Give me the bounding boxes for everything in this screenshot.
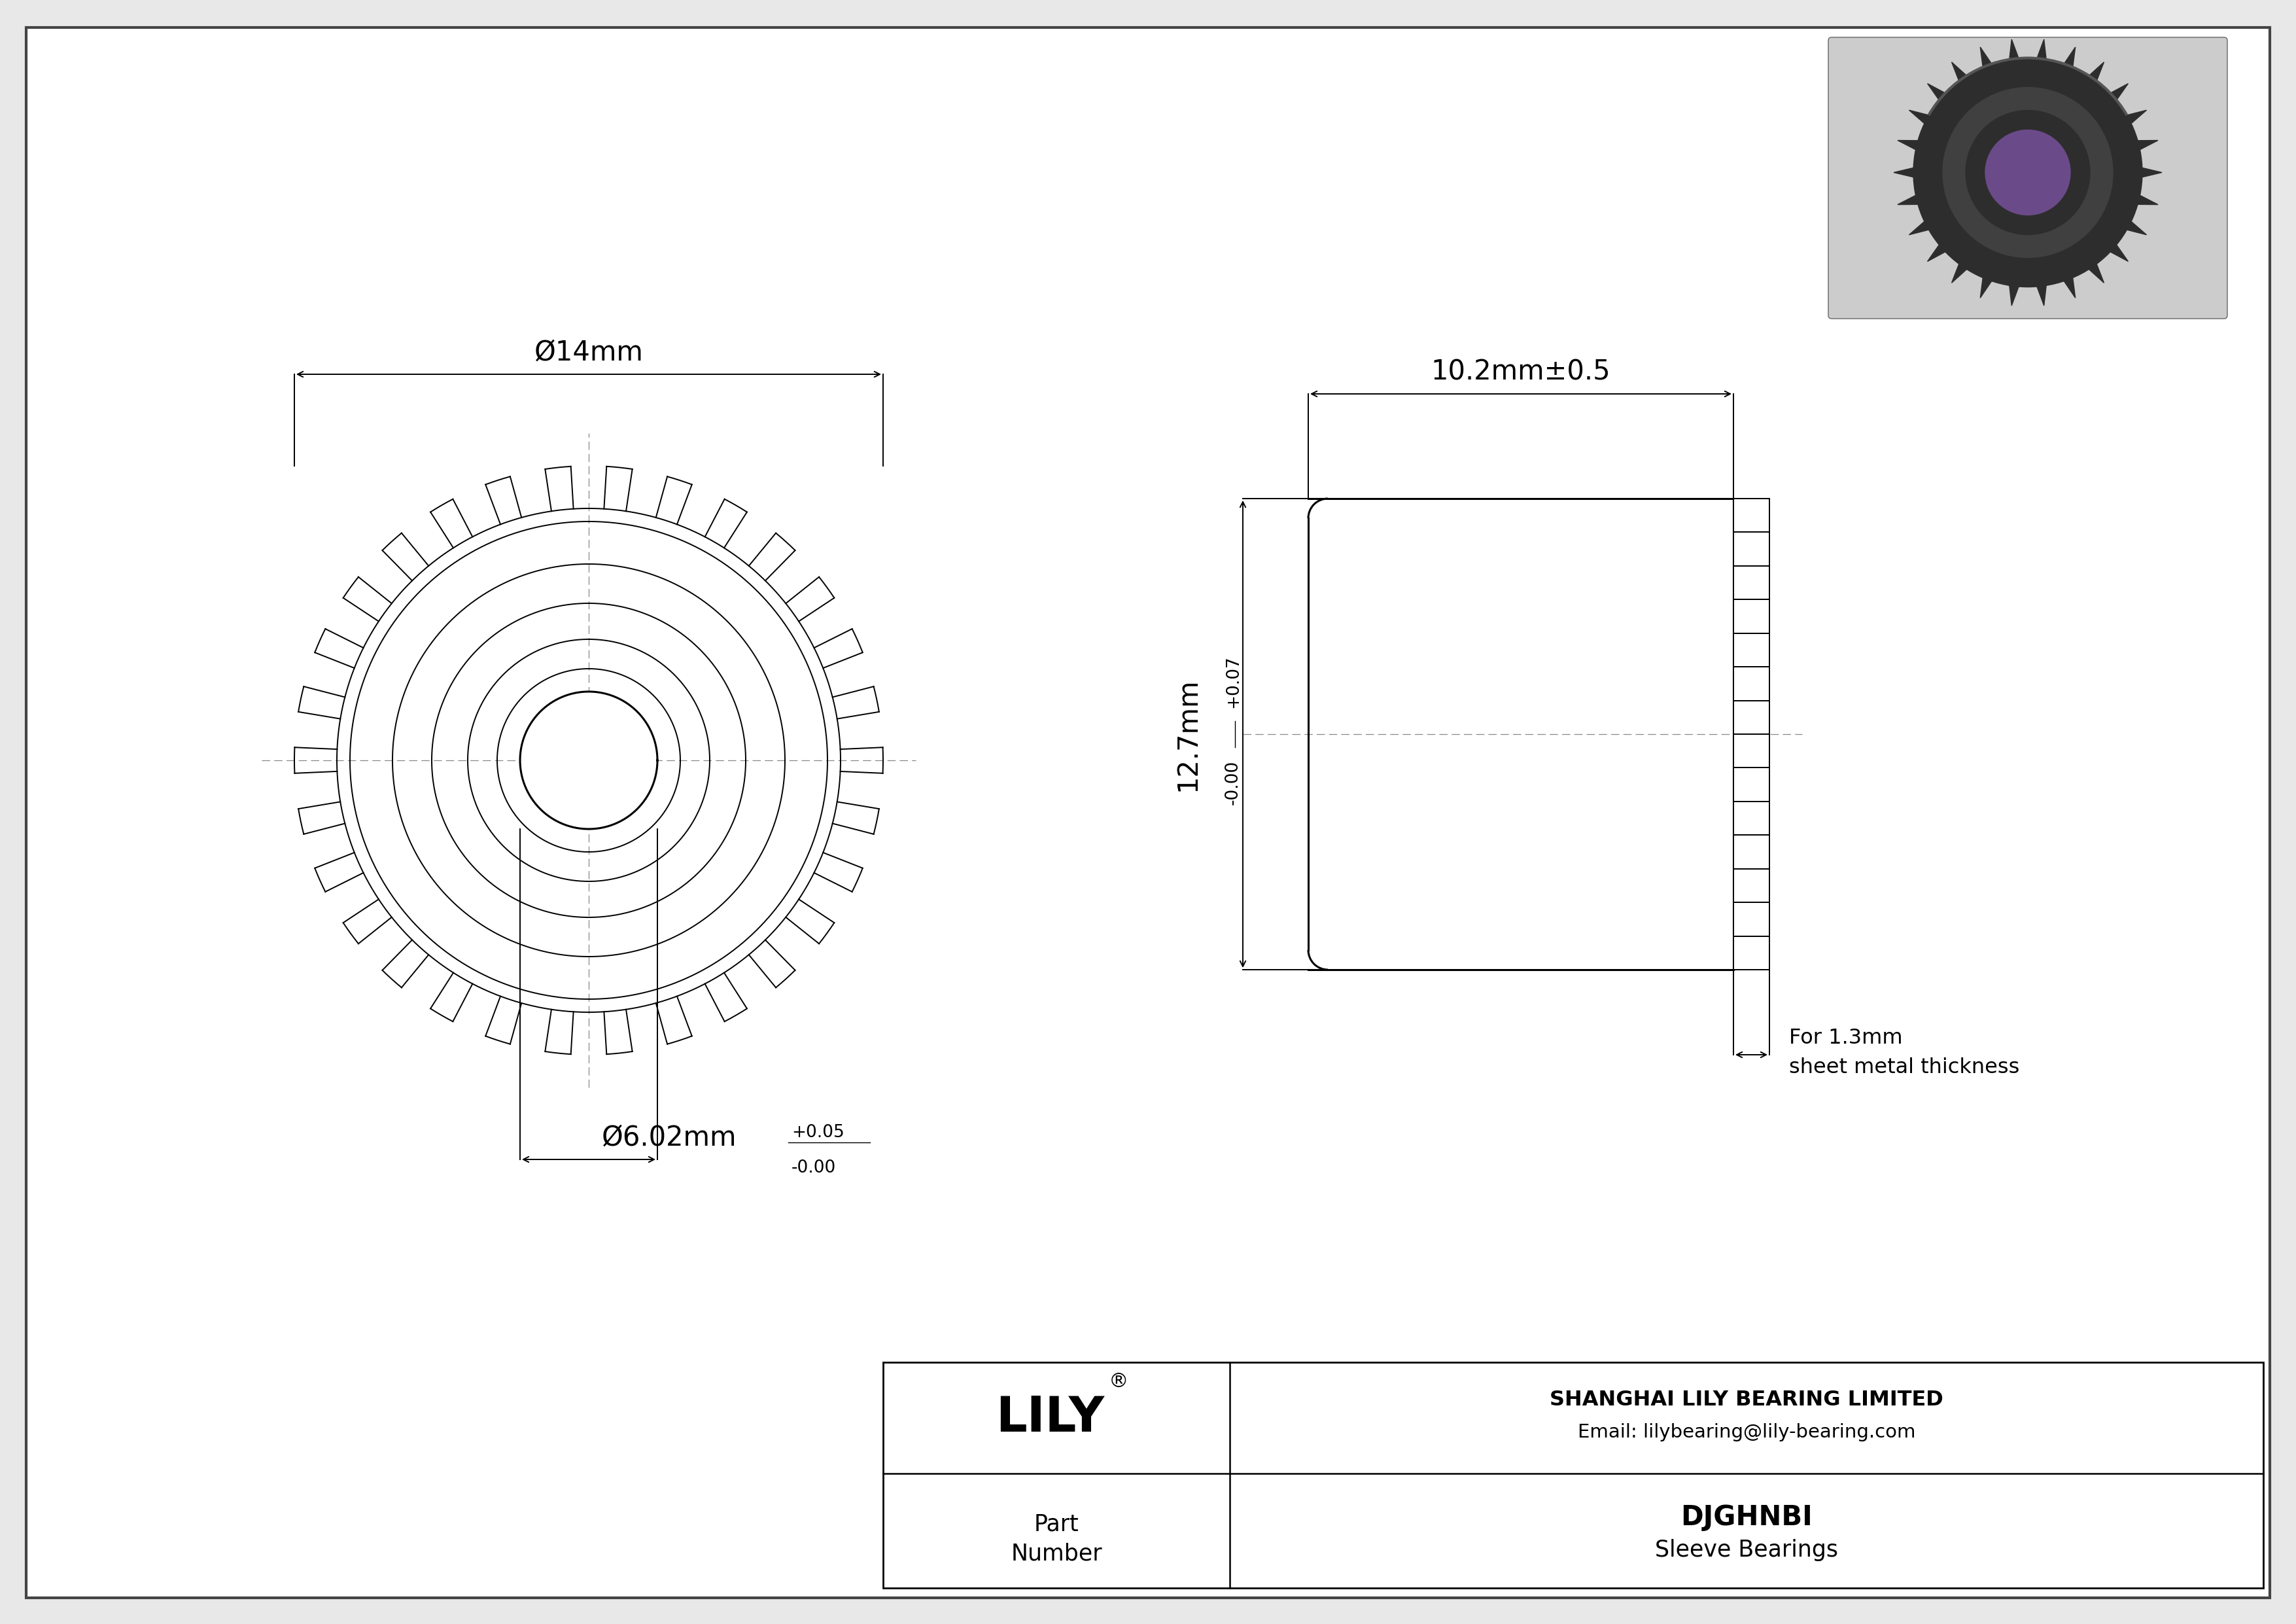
Text: sheet metal thickness: sheet metal thickness bbox=[1789, 1057, 2020, 1078]
FancyBboxPatch shape bbox=[1828, 37, 2227, 318]
Text: Ø14mm: Ø14mm bbox=[535, 339, 643, 367]
Polygon shape bbox=[1894, 167, 1915, 177]
Text: 12.7mm: 12.7mm bbox=[1173, 677, 1201, 791]
Text: Ø6.02mm: Ø6.02mm bbox=[602, 1124, 737, 1151]
Polygon shape bbox=[1952, 62, 1968, 83]
Polygon shape bbox=[1896, 140, 1919, 151]
Polygon shape bbox=[2037, 39, 2046, 62]
Polygon shape bbox=[2062, 47, 2076, 70]
Text: ®: ® bbox=[1109, 1372, 1130, 1392]
Bar bbox=[1733, 499, 1770, 533]
Bar bbox=[1733, 903, 1770, 935]
Text: Number: Number bbox=[1010, 1543, 1102, 1566]
Circle shape bbox=[1942, 88, 2112, 258]
Polygon shape bbox=[1926, 83, 1947, 102]
Bar bbox=[1733, 869, 1770, 903]
Polygon shape bbox=[1979, 276, 1993, 297]
Polygon shape bbox=[2108, 244, 2128, 261]
Text: 10.2mm±0.5: 10.2mm±0.5 bbox=[1430, 359, 1612, 387]
Polygon shape bbox=[2124, 110, 2147, 125]
Polygon shape bbox=[2108, 83, 2128, 102]
Bar bbox=[1733, 599, 1770, 633]
Bar bbox=[1733, 667, 1770, 700]
Text: +0.05: +0.05 bbox=[792, 1124, 845, 1142]
Text: Sleeve Bearings: Sleeve Bearings bbox=[1655, 1540, 1839, 1562]
Text: Email: lilybearing@lily-bearing.com: Email: lilybearing@lily-bearing.com bbox=[1577, 1423, 1915, 1442]
Polygon shape bbox=[2140, 167, 2163, 177]
Circle shape bbox=[1913, 58, 2142, 287]
Polygon shape bbox=[2009, 39, 2020, 62]
Bar bbox=[1733, 935, 1770, 970]
Polygon shape bbox=[1952, 261, 1968, 283]
Circle shape bbox=[519, 692, 657, 828]
Bar bbox=[1733, 734, 1770, 768]
Polygon shape bbox=[2124, 221, 2147, 235]
Bar bbox=[1733, 565, 1770, 599]
Polygon shape bbox=[1896, 195, 1919, 205]
Text: LILY: LILY bbox=[996, 1393, 1104, 1442]
Text: SHANGHAI LILY BEARING LIMITED: SHANGHAI LILY BEARING LIMITED bbox=[1550, 1390, 1942, 1410]
Polygon shape bbox=[2135, 140, 2158, 151]
Text: -0.00: -0.00 bbox=[792, 1160, 836, 1176]
Bar bbox=[1733, 533, 1770, 565]
Polygon shape bbox=[1908, 110, 1931, 125]
Polygon shape bbox=[2037, 284, 2046, 305]
Text: For 1.3mm: For 1.3mm bbox=[1789, 1028, 1903, 1047]
Polygon shape bbox=[1979, 47, 1993, 70]
Text: +0.07: +0.07 bbox=[1224, 654, 1242, 708]
Text: DJGHNBI: DJGHNBI bbox=[1681, 1504, 1812, 1531]
Bar bbox=[1733, 801, 1770, 835]
Bar bbox=[1733, 700, 1770, 734]
Polygon shape bbox=[1926, 244, 1947, 261]
Polygon shape bbox=[2009, 284, 2020, 305]
Bar bbox=[884, 1363, 2264, 1588]
Text: Part: Part bbox=[1033, 1514, 1079, 1535]
Bar bbox=[1733, 835, 1770, 869]
Polygon shape bbox=[2087, 261, 2103, 283]
Bar bbox=[1733, 768, 1770, 801]
Polygon shape bbox=[2087, 62, 2103, 83]
Polygon shape bbox=[2135, 195, 2158, 205]
Text: -0.00: -0.00 bbox=[1224, 760, 1242, 806]
Bar bbox=[1733, 633, 1770, 667]
Circle shape bbox=[1965, 110, 2089, 234]
Circle shape bbox=[1986, 130, 2071, 214]
Polygon shape bbox=[2062, 276, 2076, 297]
Polygon shape bbox=[1908, 221, 1931, 235]
